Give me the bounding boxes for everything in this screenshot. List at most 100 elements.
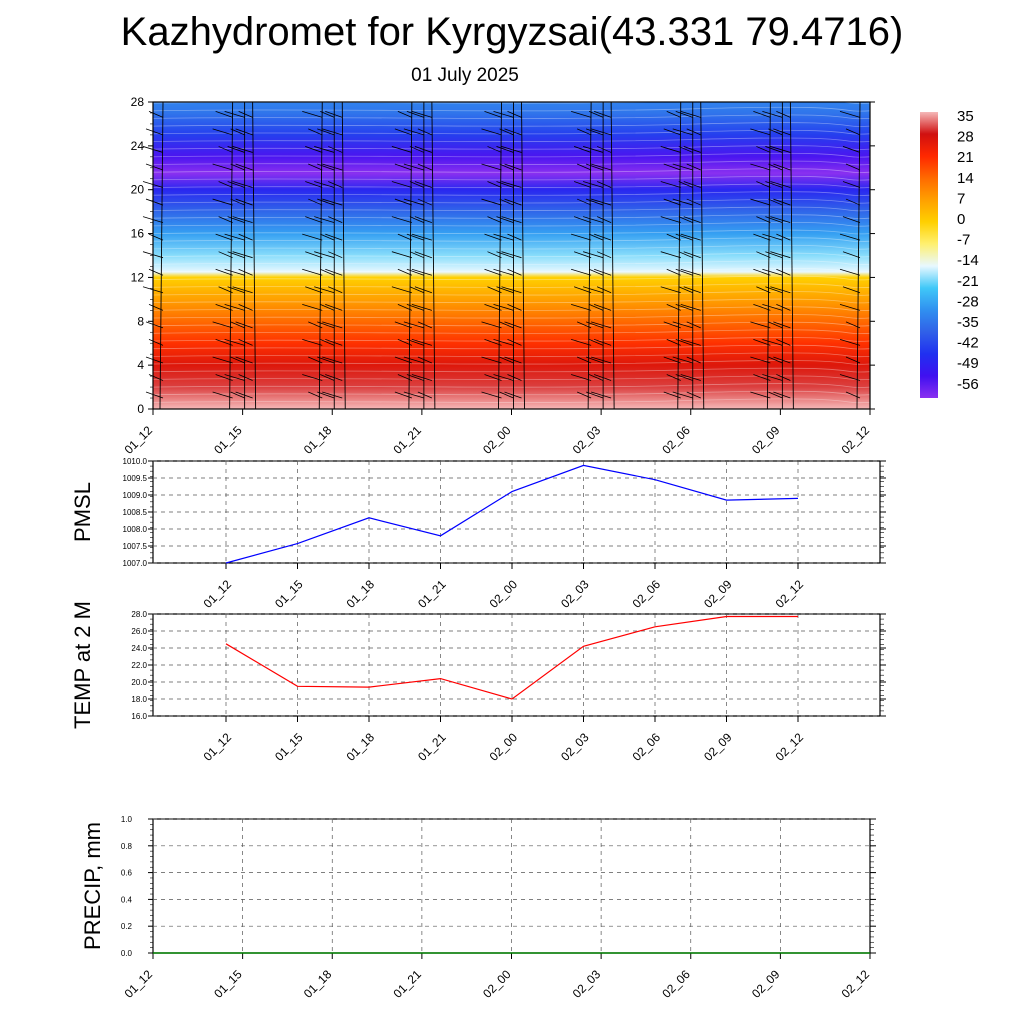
contour-line [152, 206, 871, 212]
wind-barb-flag [773, 321, 791, 329]
y-tick-label: 0.8 [121, 842, 133, 851]
wind-barb-flag [218, 181, 233, 188]
wind-barb-flag [328, 251, 343, 259]
wind-barb-flag [212, 391, 233, 399]
wind-barb-flag [317, 198, 335, 206]
wind-barb-flag [683, 181, 701, 188]
contour-line [152, 175, 871, 181]
wind-barb-flag [224, 233, 245, 241]
wind-barb-flag [403, 198, 424, 206]
wind-barb-flag [414, 181, 433, 188]
wind-barb-flag [218, 146, 233, 153]
wind-barb-flag [773, 391, 791, 399]
contour-line [152, 160, 871, 166]
wind-barb-flag [753, 233, 771, 241]
wind-barb-flag [768, 163, 783, 171]
contour-line [152, 183, 871, 189]
x-tick-label: 02_09 [749, 423, 783, 457]
wind-barb-flag [417, 321, 433, 329]
wind-barb-flag [591, 391, 612, 399]
wind-barb-flag [397, 233, 413, 241]
x-tick-label: 02_09 [701, 730, 735, 764]
wind-barb-shaft [252, 101, 257, 410]
y-tick-label: 1009.0 [123, 491, 148, 500]
contour-line [152, 252, 871, 258]
wind-barb-flag [678, 286, 693, 294]
contour-line [152, 198, 871, 204]
wind-barb-flag [305, 216, 323, 223]
wind-barb-flag [576, 356, 592, 364]
wind-barb-flag [753, 303, 771, 311]
wind-barb-flag [678, 146, 693, 153]
wind-barb-flag [842, 286, 861, 294]
wind-barb-flag [776, 233, 791, 241]
wind-barb-flag [663, 321, 681, 329]
x-tick-label: 01_18 [301, 423, 335, 457]
wind-barb-flag [507, 233, 522, 241]
wind-barb-flag [496, 181, 514, 188]
wind-barb-flag [666, 110, 681, 118]
wind-barb-flag [845, 163, 861, 171]
contour-line [152, 260, 871, 265]
wind-barb-flag [770, 216, 791, 223]
wind-barb-flag [235, 356, 253, 364]
contour-line [152, 360, 871, 365]
wind-barb-flag [391, 216, 412, 223]
wind-barb-flag [493, 110, 514, 118]
wind-barb-flag [675, 268, 693, 276]
wind-barb-flag [583, 286, 604, 294]
wind-barb-flag [762, 339, 783, 346]
wind-barb-flag [230, 128, 245, 136]
wind-barb-flag [596, 286, 612, 294]
wind-barb-flag [839, 374, 861, 381]
wind-barb-flag [660, 286, 681, 294]
wind-barb-flag [215, 374, 233, 381]
wind-barb-flag [317, 356, 335, 364]
x-tick-label: 02_12 [773, 730, 807, 764]
colorbar-label: 14 [957, 170, 974, 187]
wind-barb-flag [750, 356, 771, 364]
colorbar-label: -35 [957, 314, 979, 331]
y-tick-label: 1008.5 [123, 508, 148, 517]
wind-barb-flag [768, 321, 783, 329]
wind-barb-flag [753, 339, 771, 346]
x-tick-label: 01_18 [344, 730, 378, 764]
x-tick-label: 02_00 [487, 730, 521, 764]
wind-barb-flag [320, 110, 335, 118]
y-tick-label: 24.0 [131, 644, 147, 653]
wind-barb-flag [227, 251, 245, 259]
wind-barb-flag [328, 286, 343, 294]
x-tick-label: 02_12 [839, 423, 873, 457]
contour-line [152, 383, 871, 388]
wind-barb-flag [215, 268, 233, 276]
wind-barb-shaft [408, 101, 413, 410]
wind-barb-flag [484, 303, 502, 311]
wind-barb-flag [232, 146, 253, 153]
wind-barb-flag [414, 216, 433, 223]
contour-line [152, 237, 871, 242]
wind-barb-flag [148, 339, 164, 346]
wind-barb-flag [322, 321, 343, 329]
wind-barb-flag [573, 146, 592, 153]
wind-barb-flag [666, 339, 681, 346]
y-tick-label: 16 [131, 227, 145, 241]
wind-barb-flag [776, 339, 791, 346]
wind-barb-flag [481, 391, 502, 399]
wind-barb-flag [320, 339, 335, 346]
contour-line [152, 337, 871, 342]
wind-barb-flag [504, 391, 522, 399]
wind-barb-flag [596, 146, 612, 153]
contour-line [152, 344, 871, 350]
wind-barb-flag [839, 303, 861, 311]
wind-barb-flag [414, 286, 433, 294]
wind-barb-flag [302, 233, 323, 241]
wind-barb-flag [493, 233, 514, 241]
wind-barb-flag [487, 181, 502, 188]
y-tick-label: 0 [137, 402, 144, 416]
wind-barb-flag [481, 128, 502, 136]
wind-barb-shaft [856, 101, 861, 410]
wind-barb-flag [314, 216, 335, 223]
wind-barb-flag [593, 233, 612, 241]
wind-barb-flag [493, 374, 514, 381]
wind-barb-flag [571, 268, 592, 276]
